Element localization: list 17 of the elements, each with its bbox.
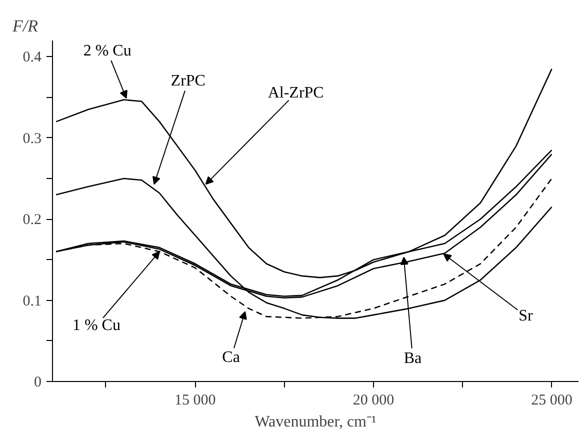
y-tick-label: 0.3 — [22, 130, 42, 147]
y-tick-label: 0.4 — [22, 50, 42, 66]
x-tick-label: 25 000 — [531, 392, 572, 408]
annotation: ZrPC — [170, 72, 206, 90]
x-tick-label: 20 000 — [352, 392, 394, 408]
annotation: Ba — [404, 350, 422, 367]
y-tick-label: 0.1 — [22, 293, 42, 310]
y-tick-label: 0 — [34, 374, 42, 390]
x-axis-title: Wavenumber, cm⁻¹ — [254, 414, 377, 430]
annotation: 1 % Cu — [72, 317, 120, 334]
annotation: Ca — [222, 349, 240, 366]
x-tick-label: 15 000 — [174, 392, 216, 408]
annotation: Al-ZrPC — [268, 84, 324, 102]
y-axis-title: F/R — [12, 16, 39, 36]
y-tick-label: 0.2 — [22, 212, 42, 228]
annotation: 2 % Cu — [83, 42, 132, 60]
annotation: Sr — [518, 308, 534, 325]
